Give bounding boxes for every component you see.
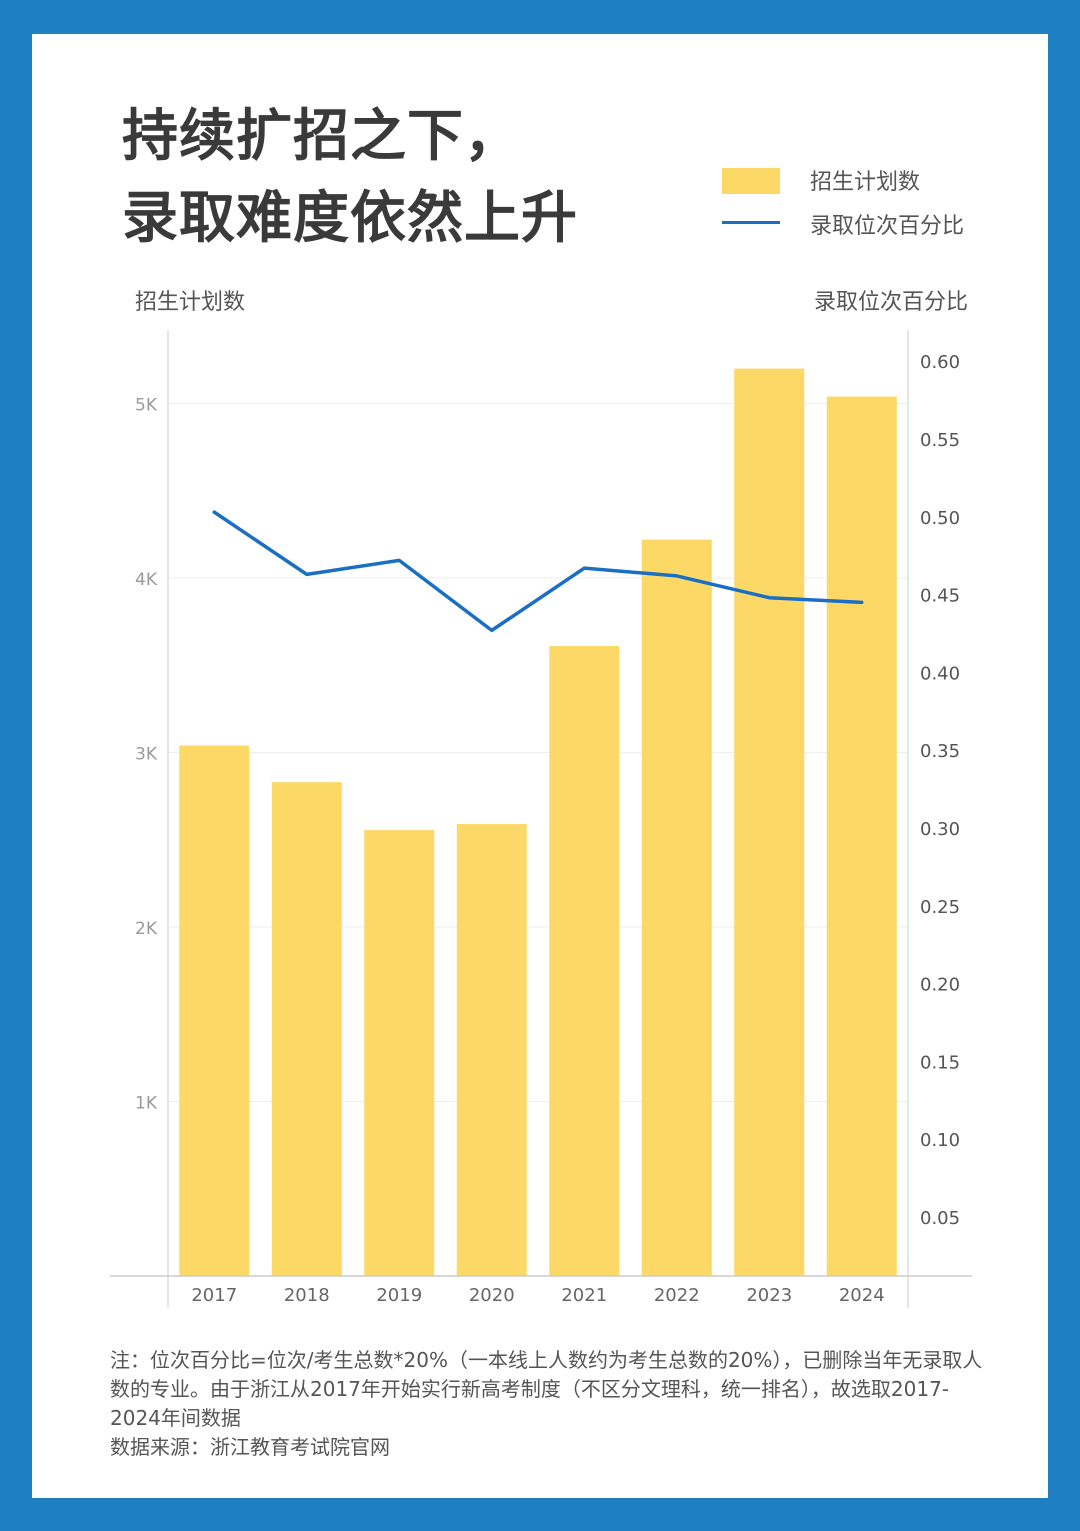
x-tick-label: 2022 (654, 1285, 700, 1306)
bar-2023 (734, 368, 805, 1277)
bar-2020 (456, 824, 527, 1276)
left-tick-label: 4K (135, 570, 158, 590)
right-tick-label: 0.10 (920, 1130, 960, 1151)
right-tick-label: 0.20 (920, 975, 960, 996)
bar-2022 (641, 539, 712, 1276)
right-tick-label: 0.60 (920, 352, 960, 373)
left-tick-label: 1K (135, 1094, 158, 1114)
title-line-2: 录取难度依然上升 (122, 186, 578, 251)
x-tick-label: 2019 (376, 1285, 422, 1306)
bar-2021 (549, 646, 620, 1276)
left-tick-label: 3K (135, 745, 158, 765)
right-tick-label: 0.40 (920, 663, 960, 684)
left-tick-label: 2K (135, 919, 158, 939)
footnote: 注：位次百分比=位次/考生总数*20%（一本线上人数约为考生总数的20%），已删… (110, 1346, 990, 1462)
x-tick-label: 2024 (839, 1285, 885, 1306)
legend-swatch-line (722, 221, 780, 224)
legend-label-bars: 招生计划数 (810, 170, 921, 195)
bar-2018 (271, 782, 342, 1276)
x-tick-label: 2017 (191, 1285, 237, 1306)
legend-item-bars: 招生计划数 (722, 164, 1022, 195)
right-tick-label: 0.35 (920, 741, 960, 762)
right-axis-title: 录取位次百分比 (813, 290, 968, 315)
x-tick-label: 2023 (746, 1285, 792, 1306)
bar-2019 (364, 830, 435, 1276)
chart-title: 持续扩招之下， 录取难度依然上升 (122, 96, 578, 260)
bar-2024 (826, 396, 897, 1276)
left-axis-title: 招生计划数 (135, 290, 246, 315)
title-line-1: 持续扩招之下， (122, 104, 521, 169)
footnote-text: 注：位次百分比=位次/考生总数*20%（一本线上人数约为考生总数的20%），已删… (110, 1348, 983, 1430)
right-tick-label: 0.45 (920, 586, 960, 607)
bar-2017 (179, 745, 250, 1276)
legend-label-line: 录取位次百分比 (810, 214, 965, 239)
right-tick-label: 0.15 (920, 1052, 960, 1073)
right-tick-label: 0.50 (920, 508, 960, 529)
line-series-ranking (212, 510, 864, 633)
right-tick-label: 0.55 (920, 430, 960, 451)
right-tick-label: 0.30 (920, 819, 960, 840)
x-tick-label: 2020 (469, 1285, 515, 1306)
legend-swatch-bar (722, 168, 780, 194)
legend-item-line: 录取位次百分比 (722, 208, 1022, 239)
left-tick-label: 5K (135, 396, 158, 416)
right-tick-label: 0.25 (920, 897, 960, 918)
right-tick-label: 0.05 (920, 1208, 960, 1229)
source-text: 数据来源：浙江教育考试院官网 (110, 1435, 390, 1459)
x-tick-label: 2021 (561, 1285, 607, 1306)
x-tick-label: 2018 (284, 1285, 330, 1306)
